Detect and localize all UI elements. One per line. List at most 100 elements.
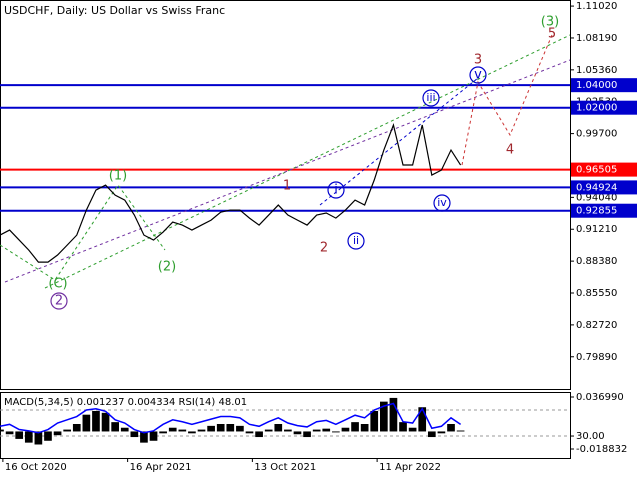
macd-bar xyxy=(44,431,52,441)
macd-bar xyxy=(322,428,331,432)
wave-labels: (3) 5 3 v iii 4 1 i iv 2 ii (1) (2) (C) … xyxy=(48,15,559,309)
wave-label: i xyxy=(334,183,338,198)
wave-label: (1) xyxy=(109,169,127,184)
macd-bar xyxy=(341,427,350,432)
wave-label: ii xyxy=(353,234,359,247)
x-tick-label: 13 Oct 2021 xyxy=(254,462,316,473)
macd-bar xyxy=(120,427,129,432)
chart-title: USDCHF, Daily: US Dollar vs Swiss Franc xyxy=(4,4,225,17)
macd-bar xyxy=(5,431,14,435)
indicator-tick-label: 0.036990 xyxy=(576,392,624,403)
wave-line xyxy=(0,184,166,281)
wave-label: iv xyxy=(437,196,447,209)
level-tag xyxy=(571,203,637,218)
wave-label: (2) xyxy=(158,260,176,275)
level-label: 0.96505 xyxy=(576,165,617,176)
macd-bar xyxy=(303,431,311,438)
macd-bar xyxy=(274,424,283,432)
macd-bar xyxy=(312,429,321,432)
macd-bar xyxy=(0,429,4,432)
macd-bar xyxy=(101,412,110,432)
macd-bar xyxy=(255,431,263,438)
channel-line xyxy=(44,34,571,289)
macd-bar xyxy=(207,425,215,432)
forecast-line xyxy=(461,34,553,166)
wave-circle xyxy=(347,232,365,250)
macd-bar xyxy=(264,429,273,432)
wave-label: (3) xyxy=(541,15,559,30)
y-tick-label: 0.88380 xyxy=(576,256,617,267)
indicator-tick-label: -0.018832 xyxy=(576,444,627,455)
macd-bar xyxy=(63,429,72,432)
macd-bar xyxy=(216,424,225,432)
macd-bar xyxy=(34,431,43,445)
macd-bar xyxy=(418,407,427,432)
macd-bar xyxy=(236,425,244,432)
wave-label: (C) xyxy=(48,277,67,292)
macd-bar xyxy=(380,401,388,432)
macd-bar xyxy=(427,431,436,438)
wave-label: v xyxy=(474,68,482,83)
rsi-line xyxy=(0,402,462,434)
macd-bar xyxy=(53,431,62,436)
y-tick-label: 1.11020 xyxy=(576,1,617,12)
macd-bar xyxy=(360,424,369,432)
macd-bar xyxy=(437,431,446,434)
level-label: 0.94924 xyxy=(576,182,617,193)
macd-bar xyxy=(293,431,302,435)
level-tag xyxy=(571,162,637,177)
macd-bar xyxy=(178,429,187,432)
level-tag xyxy=(571,180,637,195)
wave-circle xyxy=(433,194,451,212)
macd-bar xyxy=(408,427,417,432)
x-tick-label: 11 Apr 2022 xyxy=(379,462,441,473)
macd-bar xyxy=(456,430,465,432)
y-tick-label: 1.08190 xyxy=(576,33,617,44)
y-tick-label: 0.99700 xyxy=(576,129,617,140)
macd-bar xyxy=(92,410,100,432)
wave-label: 4 xyxy=(506,143,514,158)
macd-bar xyxy=(284,429,292,432)
wave-label: iii xyxy=(426,91,435,104)
main-frame xyxy=(0,0,571,390)
wave-circle xyxy=(50,292,68,310)
y-tick-label: 0.91210 xyxy=(576,224,617,235)
y-tick-label: 0.94040 xyxy=(576,192,617,203)
macd-bar xyxy=(226,424,235,432)
wave-label: 3 xyxy=(474,53,482,68)
macd-bar xyxy=(197,429,206,432)
indicator-tick-label: 30.00 xyxy=(576,431,605,442)
indicator-label: MACD(5,34,5) 0.001237 0.004334 RSI(14) 4… xyxy=(4,397,247,408)
macd-bar xyxy=(140,431,148,443)
level-tag xyxy=(571,78,637,93)
level-label: 0.92855 xyxy=(576,206,617,217)
wave-label: 2 xyxy=(55,294,63,309)
level-tag xyxy=(571,100,637,115)
wave-label: 2 xyxy=(320,241,328,256)
y-tick-label: 1.05360 xyxy=(576,65,617,76)
y-tick-label: 0.82720 xyxy=(576,320,617,331)
level-label: 1.02000 xyxy=(576,103,617,114)
wave-circle xyxy=(327,181,345,199)
macd-bar xyxy=(370,410,379,432)
macd-bar xyxy=(332,431,340,433)
macd-bar xyxy=(245,431,254,434)
y-tick-label: 0.85550 xyxy=(576,288,617,299)
wave-lines xyxy=(0,34,571,289)
wave-line xyxy=(319,77,479,206)
wave-label: 5 xyxy=(548,27,556,42)
wave-circle xyxy=(469,66,487,84)
wave-circles xyxy=(50,66,487,310)
macd-bar xyxy=(447,424,455,432)
macd-bar xyxy=(168,427,177,432)
price-line xyxy=(0,123,462,263)
macd-bar xyxy=(149,431,158,441)
x-tick-label: 16 Oct 2020 xyxy=(5,462,67,473)
level-label: 1.04000 xyxy=(576,80,617,91)
macd-bar xyxy=(82,414,91,432)
macd-bar xyxy=(24,431,33,443)
y-tick-label: 0.79890 xyxy=(576,352,617,363)
x-tick-label: 16 Apr 2021 xyxy=(130,462,192,473)
macd-bar xyxy=(15,431,24,439)
